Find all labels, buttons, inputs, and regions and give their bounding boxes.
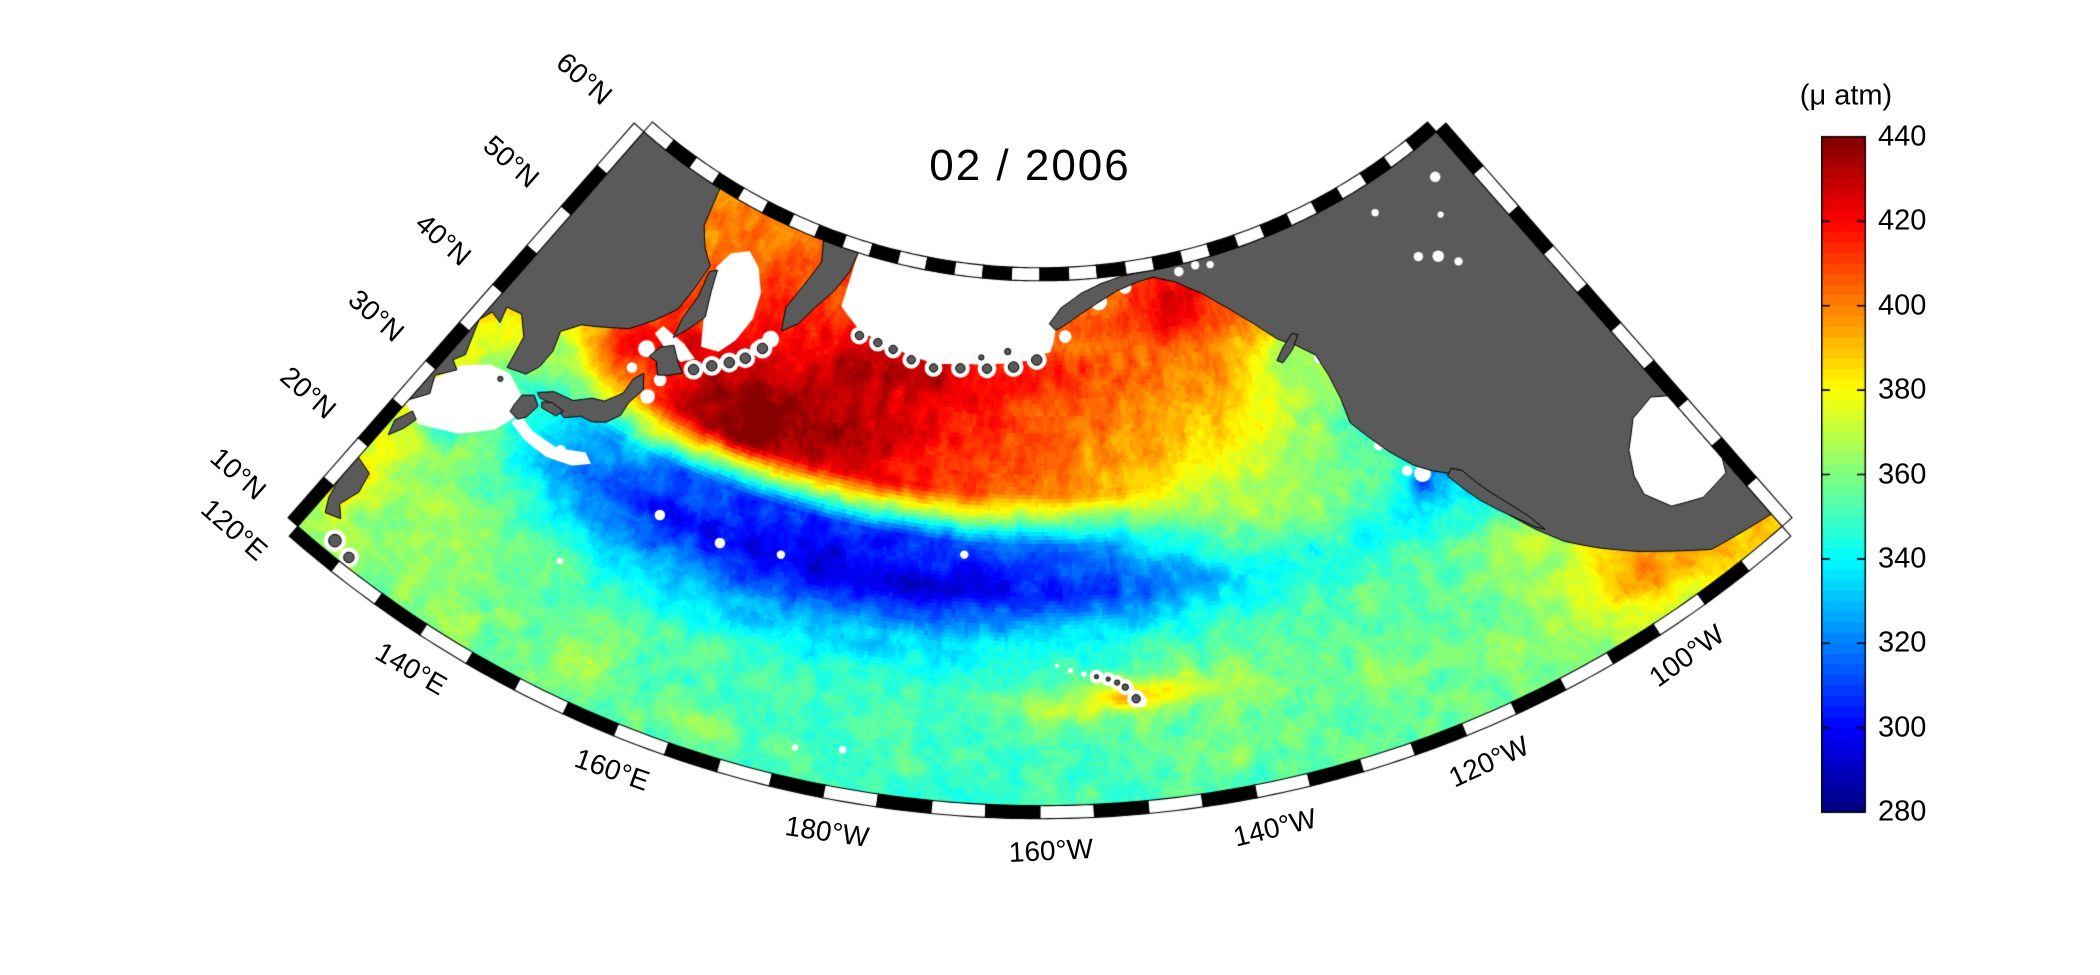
figure-title: 02 / 2006 xyxy=(929,141,1131,190)
colorbar-tick-340: 340 xyxy=(1878,542,1927,575)
colorbar-tick-320: 320 xyxy=(1878,626,1927,659)
colorbar-unit-label: (μ atm) xyxy=(1799,79,1893,112)
lon-label-4: 160°W xyxy=(1008,833,1095,869)
colorbar-tick-440: 440 xyxy=(1878,120,1927,153)
colorbar-tick-400: 400 xyxy=(1878,289,1927,322)
colorbar-tick-300: 300 xyxy=(1878,711,1927,744)
colorbar-canvas xyxy=(1821,135,1868,814)
colorbar-tick-360: 360 xyxy=(1878,458,1927,490)
colorbar-tick-420: 420 xyxy=(1878,204,1927,237)
colorbar-tick-380: 380 xyxy=(1878,373,1927,406)
colorbar-tick-280: 280 xyxy=(1878,795,1927,828)
